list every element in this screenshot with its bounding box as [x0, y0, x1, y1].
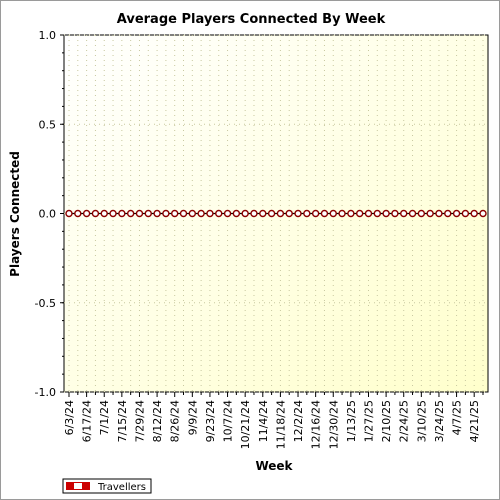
x-tick-label: 9/9/24 [186, 400, 199, 435]
data-point [444, 209, 452, 218]
chart-title: Average Players Connected By Week [117, 12, 386, 27]
y-tick-label: 1.0 [39, 29, 57, 42]
series-travellers [65, 209, 487, 218]
x-tick-label: 7/29/24 [133, 400, 146, 442]
data-point [470, 209, 478, 218]
data-point [276, 209, 285, 218]
x-tick-label: 8/12/24 [151, 400, 164, 442]
data-point [118, 209, 126, 218]
x-tick-label: 10/7/24 [222, 400, 235, 442]
data-point [435, 209, 443, 218]
x-tick-label: 2/24/25 [398, 400, 411, 442]
x-tick-label: 12/30/24 [327, 400, 340, 449]
data-point [179, 209, 188, 218]
x-tick-label: 3/24/25 [433, 400, 446, 442]
x-tick-label: 10/21/24 [239, 400, 252, 449]
y-tick-label: 0.5 [39, 118, 57, 131]
data-point [461, 209, 470, 218]
x-tick-label: 4/7/25 [451, 400, 464, 435]
y-axis: 1.0 0.5 0.0 -0.5 -1.0 [35, 29, 64, 399]
data-point [100, 209, 108, 218]
data-point [400, 209, 408, 218]
x-tick-label: 12/16/24 [310, 400, 323, 449]
data-point [320, 209, 329, 218]
data-point [206, 209, 214, 218]
x-tick-label: 9/23/24 [204, 400, 217, 442]
data-point [250, 209, 258, 218]
x-tick-label: 6/17/24 [81, 400, 94, 442]
data-point [391, 209, 399, 218]
x-axis: 6/3/24 6/17/24 7/1/24 7/15/24 7/29/24 8/12/24… [63, 392, 484, 449]
data-point [223, 209, 232, 218]
data-point [479, 209, 487, 218]
data-point [74, 209, 82, 218]
legend: Travellers [62, 478, 152, 494]
data-point [188, 209, 197, 218]
data-point [347, 209, 355, 218]
data-point [303, 209, 311, 218]
data-point [197, 209, 205, 218]
data-point [162, 209, 170, 218]
x-tick-label: 3/10/25 [415, 400, 428, 442]
y-tick-label: 0.0 [39, 208, 57, 221]
y-tick-label: -0.5 [35, 297, 56, 310]
data-point [82, 209, 91, 218]
x-tick-label: 2/10/25 [380, 400, 393, 442]
y-tick-label: -1.0 [35, 386, 56, 399]
data-point [267, 209, 276, 218]
data-point [91, 209, 100, 218]
data-point [452, 209, 461, 218]
data-point [338, 209, 346, 218]
data-point [241, 209, 249, 218]
data-point [311, 209, 320, 218]
y-axis-title: Players Connected [8, 151, 22, 277]
data-point [382, 209, 390, 218]
x-tick-label: 1/27/25 [362, 400, 375, 442]
x-tick-label: 4/21/25 [468, 400, 481, 442]
data-point [259, 209, 267, 218]
data-point [294, 209, 302, 218]
data-point [364, 209, 373, 218]
x-axis-title: Week [255, 459, 293, 473]
x-tick-label: 7/1/24 [98, 400, 111, 435]
x-tick-label: 11/4/24 [257, 400, 270, 442]
data-point [126, 209, 135, 218]
x-tick-label: 1/13/25 [345, 400, 358, 442]
x-tick-label: 6/3/24 [63, 400, 76, 435]
data-point [426, 209, 434, 218]
data-point [135, 209, 144, 218]
data-point [373, 209, 381, 218]
x-tick-label: 8/26/24 [169, 400, 182, 442]
x-tick-label: 11/18/24 [274, 400, 287, 449]
x-tick-label: 12/2/24 [292, 400, 305, 442]
x-tick-label: 7/15/24 [116, 400, 129, 442]
data-point [355, 209, 364, 218]
data-point [417, 209, 426, 218]
data-point [215, 209, 223, 218]
data-point [329, 209, 337, 218]
data-point [65, 209, 73, 218]
data-point [144, 209, 152, 218]
legend-label-travellers: Travellers [97, 482, 146, 493]
data-point [408, 209, 417, 218]
data-point [285, 209, 293, 218]
data-point [153, 209, 161, 218]
data-point [109, 209, 117, 218]
data-point [232, 209, 241, 218]
data-point [171, 209, 179, 218]
